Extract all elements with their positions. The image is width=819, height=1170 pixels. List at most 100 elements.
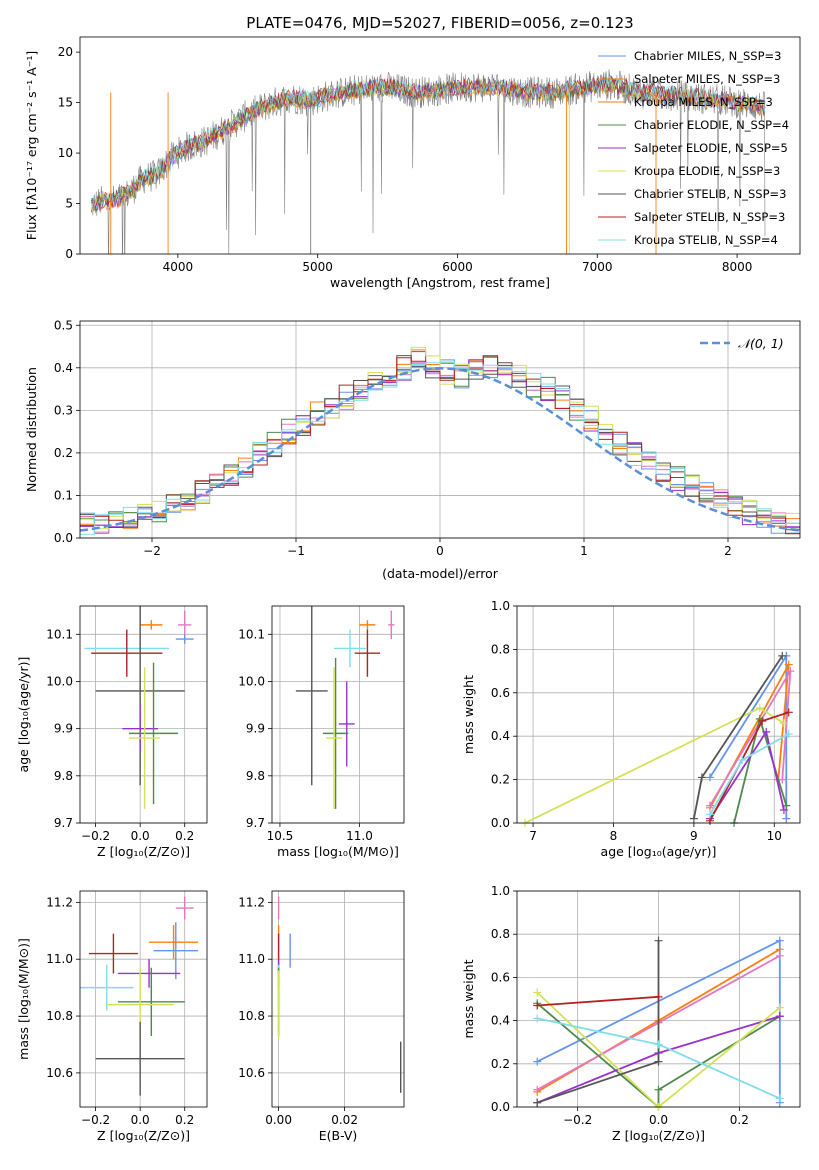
x-tick-label: 0.02	[331, 1113, 358, 1127]
y-tick-label: 0.0	[54, 531, 73, 545]
mass-weight-marker	[758, 717, 767, 726]
legend-label: Chabrier MILES, N_SSP=3	[634, 49, 781, 63]
y-tick-label: 11.0	[238, 952, 265, 966]
legend-label: Salpeter STELIB, N_SSP=3	[634, 210, 785, 224]
y-axis-label: mass [log₁₀(M/M⊙)]	[16, 938, 31, 1060]
x-tick-label: 6000	[442, 260, 473, 274]
y-tick-label: 10.8	[46, 1009, 73, 1023]
mass-weight-marker	[775, 951, 784, 960]
axes-frame	[79, 320, 801, 539]
spectrum-panel: 4000 5000 6000 7000 8000 0 5 10 15 20 wavelength […	[24, 14, 801, 290]
y-tick-label: 0.4	[491, 1014, 510, 1028]
mass-weight-marker	[778, 651, 787, 660]
x-tick-label: −0.2	[563, 1113, 592, 1127]
y-tick-label: 9.8	[54, 769, 73, 783]
mass-weight-line	[536, 1002, 781, 1107]
x-axis-label: Z [log₁₀(Z/Z⊙)]	[97, 1128, 190, 1143]
mass-weight-marker	[654, 1057, 663, 1066]
x-tick-label: 8000	[722, 260, 753, 274]
axes-frame	[79, 605, 208, 824]
y-tick-label: 10.0	[46, 674, 73, 688]
y-axis-label: Flux [fλ10⁻¹⁷ erg cm⁻² s⁻¹ A⁻¹]	[24, 51, 39, 240]
x-tick-label: 1	[580, 544, 588, 558]
histogram-step-line	[80, 346, 800, 530]
x-tick-label: 0.0	[649, 1113, 668, 1127]
y-axis-label: mass weight	[461, 675, 476, 754]
y-tick-label: 10.1	[46, 627, 73, 641]
weight-vs-age-panel: 7 8 9 10 0.0 0.2 0.4 0.6 0.8 1.0 age [log₁₀(age/yr…	[461, 599, 801, 859]
x-tick-label: 0.2	[730, 1113, 749, 1127]
x-axis-label: (data-model)/error	[382, 566, 499, 581]
y-tick-label: 20	[58, 45, 73, 59]
mass-weight-marker	[697, 773, 706, 782]
legend-label: Kroupa ELODIE, N_SSP=3	[634, 164, 780, 178]
mass-weight-marker	[654, 992, 663, 1001]
y-tick-label: 11.2	[46, 895, 73, 909]
mass-weight-marker	[738, 756, 747, 765]
chart-title: PLATE=0476, MJD=52027, FIBERID=0056, z=0…	[246, 14, 633, 32]
mass-weight-line	[536, 991, 781, 1107]
mass-weight-line	[537, 995, 659, 1007]
x-tick-label: 0.2	[175, 1113, 194, 1127]
x-tick-label: 0.00	[265, 1113, 292, 1127]
x-tick-label: −2	[143, 544, 161, 558]
legend-label: Salpeter MILES, N_SSP=3	[634, 72, 780, 86]
y-tick-label: 0.8	[491, 642, 510, 656]
mass-weight-marker	[775, 1094, 784, 1103]
mass-weight-line	[693, 655, 784, 819]
x-axis-label: E(B-V)	[319, 1128, 358, 1143]
legend-label: 𝒩(0, 1)	[738, 336, 784, 351]
x-tick-label: −1	[287, 544, 305, 558]
legend-label: Kroupa STELIB, N_SSP=4	[634, 233, 778, 247]
residuals-panel: −2 −1 0 1 2 0.0 0.1 0.2 0.3 0.4 0.5 (data-model)/er…	[24, 318, 801, 581]
x-axis-label: Z [log₁₀(Z/Z⊙)]	[97, 844, 190, 859]
x-tick-label: 5000	[302, 260, 333, 274]
mass-weight-line	[709, 711, 789, 822]
x-tick-label: 7	[529, 829, 537, 843]
age-vs-Z-panel: −0.2 0.0 0.2 9.7 9.8 9.9 10.0 10.1 Z [log₁₀(Z/Z⊙…	[16, 605, 208, 859]
y-tick-label: 10.0	[238, 674, 265, 688]
y-axis-label: Normed distribution	[24, 367, 39, 492]
mass-weight-marker	[654, 936, 663, 945]
x-axis-label: Z [log₁₀(Z/Z⊙)]	[612, 1128, 705, 1143]
legend-label: Chabrier ELODIE, N_SSP=4	[634, 118, 789, 132]
mass-weight-marker	[533, 988, 542, 997]
y-tick-label: 0.2	[491, 1057, 510, 1071]
x-tick-label: 2	[724, 544, 732, 558]
x-tick-label: 9	[690, 829, 698, 843]
axes-frame	[79, 890, 208, 1108]
x-axis-label: age [log₁₀(age/yr)]	[601, 844, 717, 859]
axes-frame	[516, 605, 801, 824]
x-tick-label: 10.5	[267, 829, 294, 843]
y-tick-label: 10.6	[238, 1066, 265, 1080]
mass-weight-marker	[705, 801, 714, 810]
mass-weight-marker	[784, 708, 793, 717]
y-tick-label: 1.0	[491, 884, 510, 898]
y-tick-label: 1.0	[491, 599, 510, 613]
mass-weight-marker	[775, 936, 784, 945]
mass-weight-marker	[533, 1085, 542, 1094]
x-tick-label: 4000	[163, 260, 194, 274]
histogram-step-line	[80, 361, 800, 535]
y-axis-label: age [log₁₀(age/yr)]	[16, 657, 31, 773]
x-tick-label: 10	[767, 829, 782, 843]
y-tick-label: 9.9	[246, 722, 265, 736]
y-tick-label: 10.1	[238, 627, 265, 641]
x-tick-label: −0.2	[81, 829, 110, 843]
y-tick-label: 0.2	[54, 446, 73, 460]
mass-weight-marker	[533, 1057, 542, 1066]
weight-vs-Z-panel: −0.2 0.0 0.2 0.0 0.2 0.4 0.6 0.8 1.0 Z [log₁₀(Z/Z…	[461, 884, 801, 1143]
mass-weight-marker	[705, 773, 714, 782]
axes-frame	[79, 36, 801, 255]
y-tick-label: 0.1	[54, 488, 73, 502]
mass-weight-marker	[775, 1012, 784, 1021]
x-tick-label: 11.0	[346, 829, 373, 843]
y-tick-label: 0.0	[491, 816, 510, 830]
mass-weight-marker	[775, 1003, 784, 1012]
x-tick-label: 0.0	[131, 1113, 150, 1127]
y-tick-label: 0.4	[54, 361, 73, 375]
x-tick-label: 0.0	[131, 829, 150, 843]
model-spectrum-line	[90, 76, 766, 210]
y-tick-label: 9.8	[246, 769, 265, 783]
